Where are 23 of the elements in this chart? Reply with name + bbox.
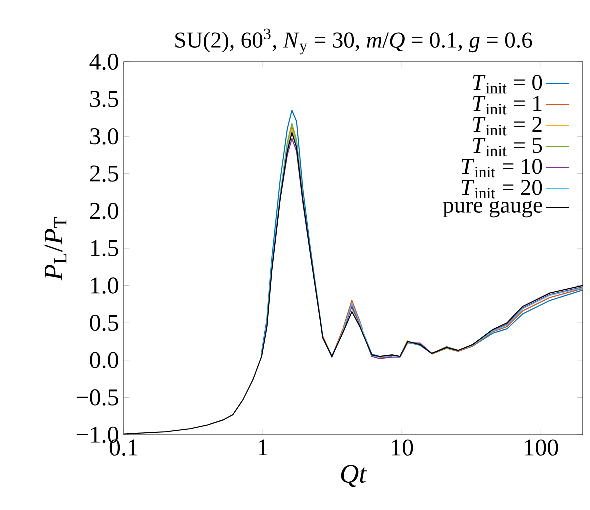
x-tick-label: 10 (392, 440, 414, 456)
x-tick-label: 100 (525, 440, 558, 456)
chart-title: SU(2), 60$^{3}$, N$_{y}$ = 30, m/Q = 0.1, g = 0.6 (176, 28, 532, 55)
y-tick-label: −0.5 (76, 390, 118, 406)
y-tick-label: 2.5 (90, 166, 118, 182)
legend-label: T$_{init}$ = 1 (473, 96, 542, 115)
legend-label: T$_{init}$ = 0 (473, 75, 542, 94)
y-axis-title: P$_{L}$/P$_{T}$ (44, 217, 67, 281)
x-tick-label: 1 (259, 440, 268, 456)
legend-label: T$_{init}$ = 10 (462, 158, 542, 178)
y-tick-label: 3.5 (90, 91, 118, 108)
y-tick-label: 1.0 (91, 278, 118, 294)
y-tick-label: 3.0 (90, 128, 118, 145)
legend-label: T$_{init}$ = 5 (473, 138, 542, 157)
y-tick-label: 0.0 (90, 352, 118, 369)
y-tick-label: 4.0 (90, 54, 118, 70)
y-tick-label: 1.5 (91, 240, 118, 257)
x-axis-title: Qt (341, 465, 368, 488)
y-tick-label: 2.0 (90, 203, 118, 220)
legend-label: T$_{init}$ = 2 (473, 117, 542, 136)
legend-label: T$_{init}$ = 20 (462, 180, 542, 199)
y-tick-label: 0.5 (90, 314, 118, 332)
legend-label: pure gauge (443, 201, 542, 218)
